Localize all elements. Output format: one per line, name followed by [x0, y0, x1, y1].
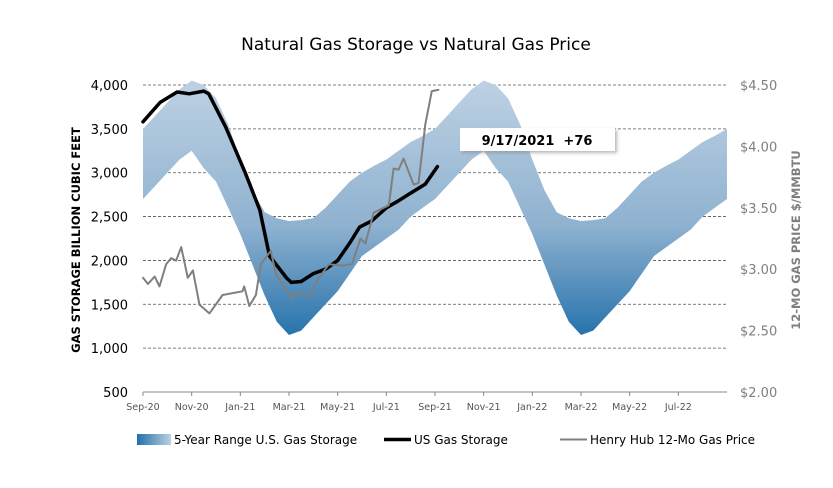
y-tick-label: 1,500 — [91, 298, 128, 313]
y-tick-label: 500 — [103, 386, 128, 401]
chart-title: Natural Gas Storage vs Natural Gas Price — [241, 35, 591, 55]
x-tick-label: Jul-21 — [372, 402, 400, 413]
x-tick-label: May-21 — [320, 402, 355, 413]
y2-axis-label: 12-MO GAS PRICE $/MMBTU — [789, 150, 803, 330]
legend: 5-Year Range U.S. Gas Storage US Gas Sto… — [137, 433, 755, 447]
x-tick-label: Sep-21 — [418, 402, 451, 413]
legend-swatch-band — [137, 434, 171, 445]
y-tick-label: 4,000 — [91, 79, 128, 94]
x-tick-label: Mar-21 — [273, 402, 306, 413]
x-tick-label: Jan-22 — [516, 402, 547, 413]
series-line-henry-hub-price — [142, 88, 440, 315]
legend-label-storage: US Gas Storage — [414, 433, 508, 447]
x-tick-label: Mar-22 — [565, 402, 598, 413]
y-axis-label: GAS STORAGE BILLION CUBIC FEET — [69, 127, 83, 353]
annotation-box: 9/17/2021 +76 — [460, 128, 615, 151]
y2-tick-label: $3.00 — [740, 263, 777, 278]
x-tick-label: Jan-21 — [224, 402, 255, 413]
y2-tick-label: $4.50 — [740, 79, 777, 94]
legend-label-band: 5-Year Range U.S. Gas Storage — [174, 433, 357, 447]
x-tick-label: May-22 — [612, 402, 647, 413]
y-tick-label: 2,500 — [91, 211, 128, 226]
x-tick-label: Nov-21 — [467, 402, 501, 413]
axes: 500 1,000 1,500 2,000 2,500 3,000 3,500 4,000 $2… — [91, 79, 777, 413]
x-tick-label: Jul-22 — [664, 402, 692, 413]
y-tick-label: 3,000 — [91, 167, 128, 182]
y2-tick-label: $4.00 — [740, 140, 777, 155]
series-lines — [141, 88, 440, 315]
y-tick-label: 1,000 — [91, 342, 128, 357]
x-tick-label: Nov-20 — [175, 402, 209, 413]
y2-tick-label: $2.50 — [740, 325, 777, 340]
x-tick-label: Sep-20 — [126, 402, 159, 413]
y-tick-label: 2,000 — [91, 254, 128, 269]
band-5yr-range — [143, 80, 727, 335]
y2-tick-label: $3.50 — [740, 202, 777, 217]
annotation-background — [460, 128, 615, 151]
annotation-text: 9/17/2021 +76 — [482, 134, 593, 149]
y-tick-label: 3,500 — [91, 123, 128, 138]
legend-label-price: Henry Hub 12-Mo Gas Price — [590, 433, 755, 447]
y2-tick-label: $2.00 — [740, 386, 777, 401]
